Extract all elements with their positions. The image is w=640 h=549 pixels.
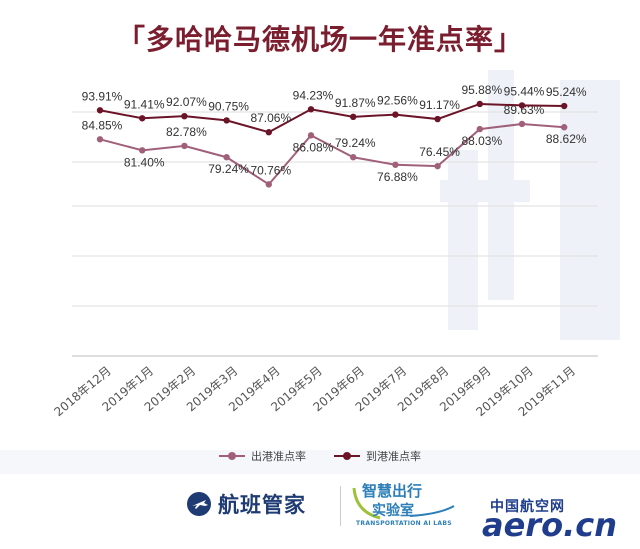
data-label-arrival: 92.56% <box>377 94 418 108</box>
data-label-departure: 76.88% <box>377 170 418 184</box>
point-departure <box>96 136 104 143</box>
point-arrival <box>392 111 399 118</box>
brand2-line1: 智慧出行 <box>362 482 423 500</box>
brand-logo-ai-labs: 智慧出行 实验室 TRANSPORTATION AI LABS <box>350 478 460 538</box>
data-label-arrival: 91.17% <box>419 98 460 112</box>
data-label-arrival: 95.88% <box>461 83 502 97</box>
data-label-arrival: 91.41% <box>124 97 165 111</box>
data-label-arrival: 95.24% <box>546 85 587 99</box>
point-arrival <box>223 117 230 124</box>
data-label-arrival: 94.23% <box>293 88 334 102</box>
legend-swatch-departure <box>219 452 245 460</box>
brand2-line2: 实验室 <box>372 503 414 519</box>
point-departure <box>561 124 568 131</box>
point-departure <box>350 154 357 161</box>
data-label-departure: 76.45% <box>419 145 460 159</box>
data-label-arrival: 92.07% <box>166 95 207 109</box>
series-line-departure <box>99 122 565 186</box>
point-departure <box>392 161 399 168</box>
data-label-arrival: 87.06% <box>250 111 291 125</box>
logo-divider <box>340 486 341 526</box>
data-label-departure: 88.03% <box>461 134 502 148</box>
data-label-arrival: 93.91% <box>82 89 123 103</box>
series-line-arrival <box>99 102 565 134</box>
data-label-departure: 79.24% <box>208 162 249 176</box>
legend-item-arrival: 到港准点率 <box>334 446 421 466</box>
data-label-departure: 81.40% <box>124 155 165 169</box>
brand-logo-hangbanguanjia: 航班管家 <box>186 489 306 519</box>
data-label-departure: 84.85% <box>82 118 123 132</box>
swoosh-icon <box>352 487 455 520</box>
point-arrival <box>561 102 568 110</box>
point-departure <box>139 147 146 154</box>
point-arrival <box>350 113 357 121</box>
point-departure <box>265 181 272 188</box>
brand3-en: aero.cn <box>482 506 617 544</box>
point-arrival <box>181 112 188 120</box>
brand3-cn: 中国航空网 <box>490 499 565 515</box>
point-arrival <box>307 106 315 113</box>
data-label-departure: 86.08% <box>293 140 334 154</box>
data-label-departure: 88.62% <box>546 132 587 146</box>
data-label-departure: 82.78% <box>166 125 207 139</box>
point-arrival <box>265 129 272 136</box>
point-arrival <box>96 107 104 114</box>
point-departure <box>181 142 188 150</box>
point-departure <box>307 132 315 139</box>
line-chart: 2018年12月2019年1月2019年2月2019年3月2019年4月2019… <box>51 83 598 419</box>
point-departure <box>223 154 230 161</box>
chart-title: 「多哈哈马德机场一年准点率」 <box>116 23 523 56</box>
point-departure <box>434 162 441 170</box>
legend-label-departure: 出港准点率 <box>251 450 306 463</box>
point-arrival <box>476 100 483 108</box>
brand1-text: 航班管家 <box>218 493 306 517</box>
data-label-departure: 79.24% <box>335 136 376 150</box>
point-arrival <box>518 102 526 109</box>
data-label-departure: 70.76% <box>250 163 291 177</box>
legend-label-arrival: 到港准点率 <box>366 450 421 463</box>
brand2-line3: TRANSPORTATION AI LABS <box>356 520 452 527</box>
point-arrival <box>434 115 441 123</box>
data-label-arrival: 91.87% <box>335 96 376 110</box>
brand-logo-aero-cn: 中国航空网 aero.cn <box>482 496 638 546</box>
point-departure <box>476 125 483 133</box>
data-label-arrival: 95.44% <box>504 84 545 98</box>
legend-item-departure: 出港准点率 <box>219 446 306 466</box>
airplane-badge-icon <box>187 492 211 516</box>
point-arrival <box>139 115 146 122</box>
data-label-arrival: 90.75% <box>208 99 249 113</box>
point-departure <box>518 120 526 128</box>
chart-legend: 出港准点率 到港准点率 <box>0 446 640 466</box>
legend-swatch-arrival <box>334 452 360 460</box>
